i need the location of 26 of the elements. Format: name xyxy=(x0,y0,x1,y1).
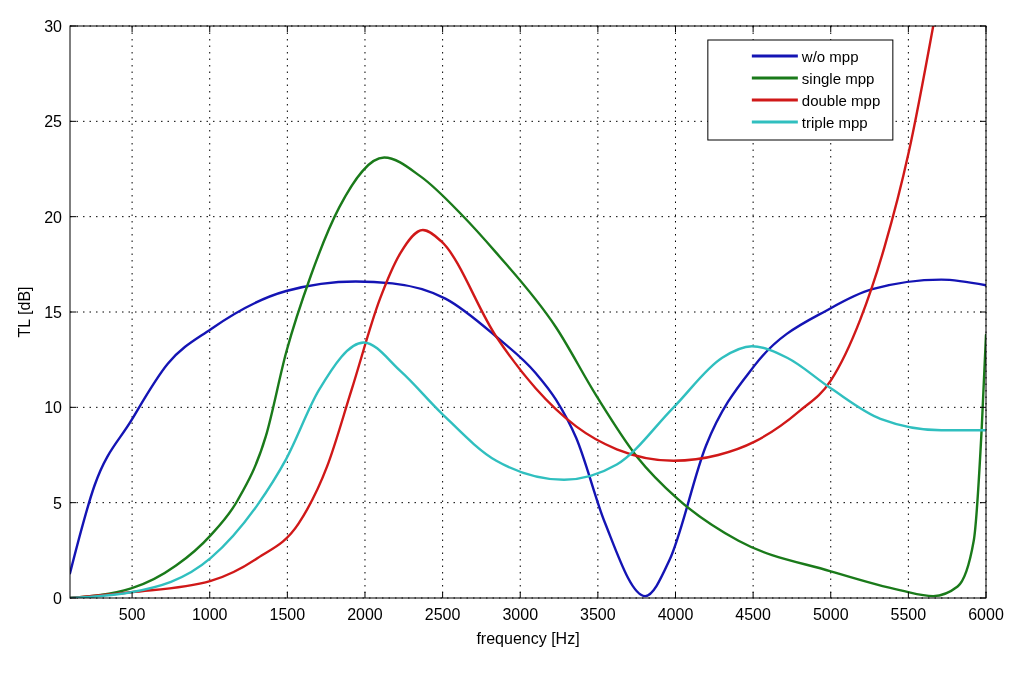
x-tick-label: 2500 xyxy=(424,606,461,623)
x-tick-label: 4000 xyxy=(657,606,694,623)
y-tick-label: 20 xyxy=(44,208,63,226)
x-tick-label: 2000 xyxy=(347,606,383,623)
x-tick-label: 6000 xyxy=(968,606,1004,623)
y-tick-label: 30 xyxy=(44,18,63,35)
x-tick-label: 1000 xyxy=(191,606,228,623)
legend-label: w/o mpp xyxy=(800,47,859,65)
y-tick-label: 0 xyxy=(53,590,63,607)
x-tick-label: 4500 xyxy=(735,606,772,623)
x-axis-title: frequency [Hz] xyxy=(476,630,580,647)
y-tick-label: 5 xyxy=(53,494,63,512)
x-tick-label: 5500 xyxy=(890,606,927,623)
y-axis-title: TL [dB] xyxy=(16,286,33,338)
x-tick-label: 3500 xyxy=(580,606,616,623)
line-series xyxy=(70,26,935,598)
x-tick-label: 3000 xyxy=(502,606,539,623)
x-tick-label: 5000 xyxy=(812,606,849,623)
y-tick-label: 15 xyxy=(44,304,63,321)
legend-label: double mpp xyxy=(801,91,881,109)
x-tick-label: 1500 xyxy=(269,606,306,623)
x-tick-label: 500 xyxy=(118,606,146,623)
y-tick-label: 25 xyxy=(44,113,63,131)
legend-label: single mpp xyxy=(801,69,875,87)
y-tick-label: 10 xyxy=(44,399,63,417)
legend-label: triple mpp xyxy=(801,113,868,131)
